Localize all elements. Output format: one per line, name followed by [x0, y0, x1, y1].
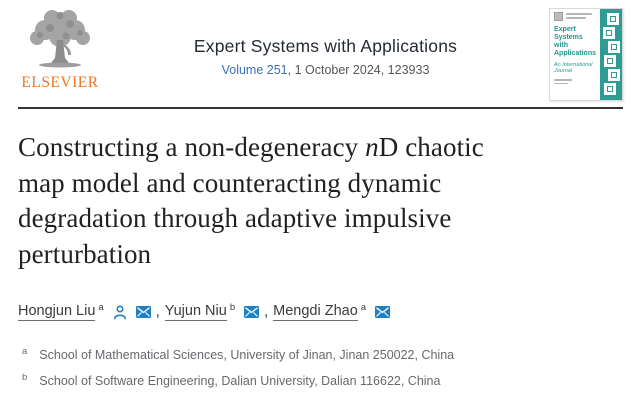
affiliation-row: a School of Mathematical Sciences, Univer… [18, 346, 623, 362]
title-line-1: Constructing a non-degeneracy nD chaotic [18, 132, 484, 162]
email-author-icon[interactable] [135, 306, 151, 318]
elsevier-logo[interactable]: ELSEVIER [18, 8, 102, 92]
author-list: Hongjun Liu a , Yujun Niu b [18, 301, 623, 321]
author-separator: , [264, 304, 269, 320]
author-name-link[interactable]: Hongjun Liu [18, 303, 96, 321]
cover-front: Expert Systems with Applications An Inte… [550, 9, 600, 100]
title-line-3: degradation through adaptive impulsive [18, 203, 452, 233]
volume-link[interactable]: Volume 251 [221, 63, 288, 77]
cover-icon-strip [600, 9, 622, 100]
author-separator: , [155, 304, 160, 320]
title-italic-n: n [365, 132, 379, 162]
author-entry: Mengdi Zhao a [273, 301, 391, 321]
journal-banner: ELSEVIER Expert Systems with Application… [18, 0, 623, 104]
email-author-icon[interactable] [375, 306, 391, 318]
author-name-link[interactable]: Yujun Niu [164, 303, 227, 321]
journal-cover-thumbnail[interactable]: Expert Systems with Applications An Inte… [549, 8, 623, 101]
affiliation-text: School of Mathematical Sciences, Univers… [39, 348, 455, 363]
author-affiliation-sup: b [229, 301, 236, 313]
email-author-icon[interactable] [244, 306, 260, 318]
cover-journal-subtitle: An International Journal [554, 62, 593, 74]
cover-editor-microtext [554, 79, 598, 84]
article-title: Constructing a non-degeneracy nD chaotic… [18, 130, 623, 272]
cover-icon-tile [608, 41, 620, 53]
journal-title: Expert Systems with Applications [193, 36, 458, 56]
cover-icon-tile [608, 69, 620, 81]
cover-icon-tile [607, 13, 619, 25]
cover-icon-tile [604, 83, 616, 95]
author-profile-icon[interactable] [113, 304, 127, 320]
affiliation-list: a School of Mathematical Sciences, Univer… [18, 346, 623, 388]
author-entry: Hongjun Liu a , [18, 301, 165, 321]
affiliation-row: b School of Software Engineering, Dalian … [18, 372, 623, 388]
title-line-2: map model and counteracting dynamic [18, 167, 442, 198]
cover-issue-microtext [566, 12, 598, 21]
cover-icon-tile [603, 27, 615, 39]
cover-journal-title: Expert Systems with Applications [554, 26, 597, 57]
author-affiliation-sup: a [360, 301, 367, 313]
author-name-link[interactable]: Mengdi Zhao [273, 303, 358, 321]
affiliation-text: School of Software Engineering, Dalian U… [39, 374, 441, 389]
journal-heading-block: Expert Systems with Applications Volume … [102, 8, 549, 77]
elsevier-tree-icon [30, 10, 90, 68]
cover-publisher-mark-icon [554, 12, 563, 21]
affiliation-sup: a [22, 346, 28, 357]
volume-issue-line: Volume 251, 1 October 2024, 123933 [102, 63, 549, 77]
issue-info: , 1 October 2024, 123933 [287, 63, 430, 77]
author-entry: Yujun Niu b , [164, 301, 273, 321]
article-header-page: ELSEVIER Expert Systems with Application… [18, 0, 623, 388]
header-divider [18, 107, 623, 109]
affiliation-sup: b [22, 372, 28, 384]
author-affiliation-sup: a [98, 301, 104, 313]
title-line-4: perturbation [18, 238, 152, 269]
cover-icon-tile [604, 55, 616, 67]
elsevier-wordmark: ELSEVIER [21, 74, 99, 91]
